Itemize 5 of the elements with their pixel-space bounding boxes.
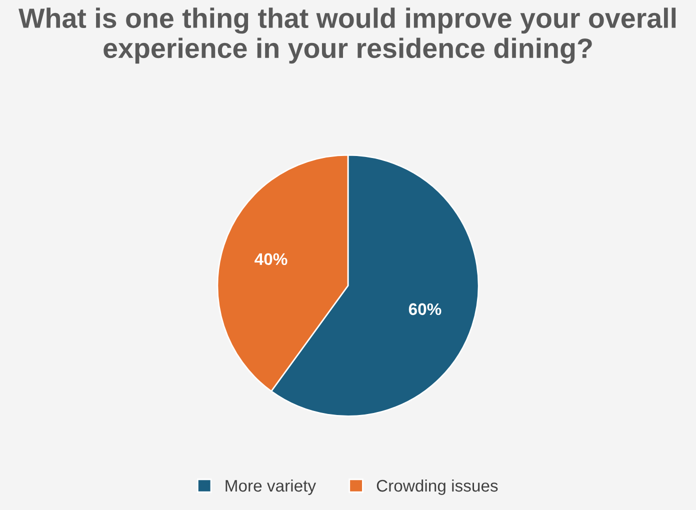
legend-label: Crowding issues [376,479,498,495]
data-label: 40% [254,253,288,266]
chart-title: What is one thing that would improve your overall experience in your residence dining? [18,8,676,64]
legend-label: More variety [226,479,316,495]
data-label: 60% [408,303,442,316]
